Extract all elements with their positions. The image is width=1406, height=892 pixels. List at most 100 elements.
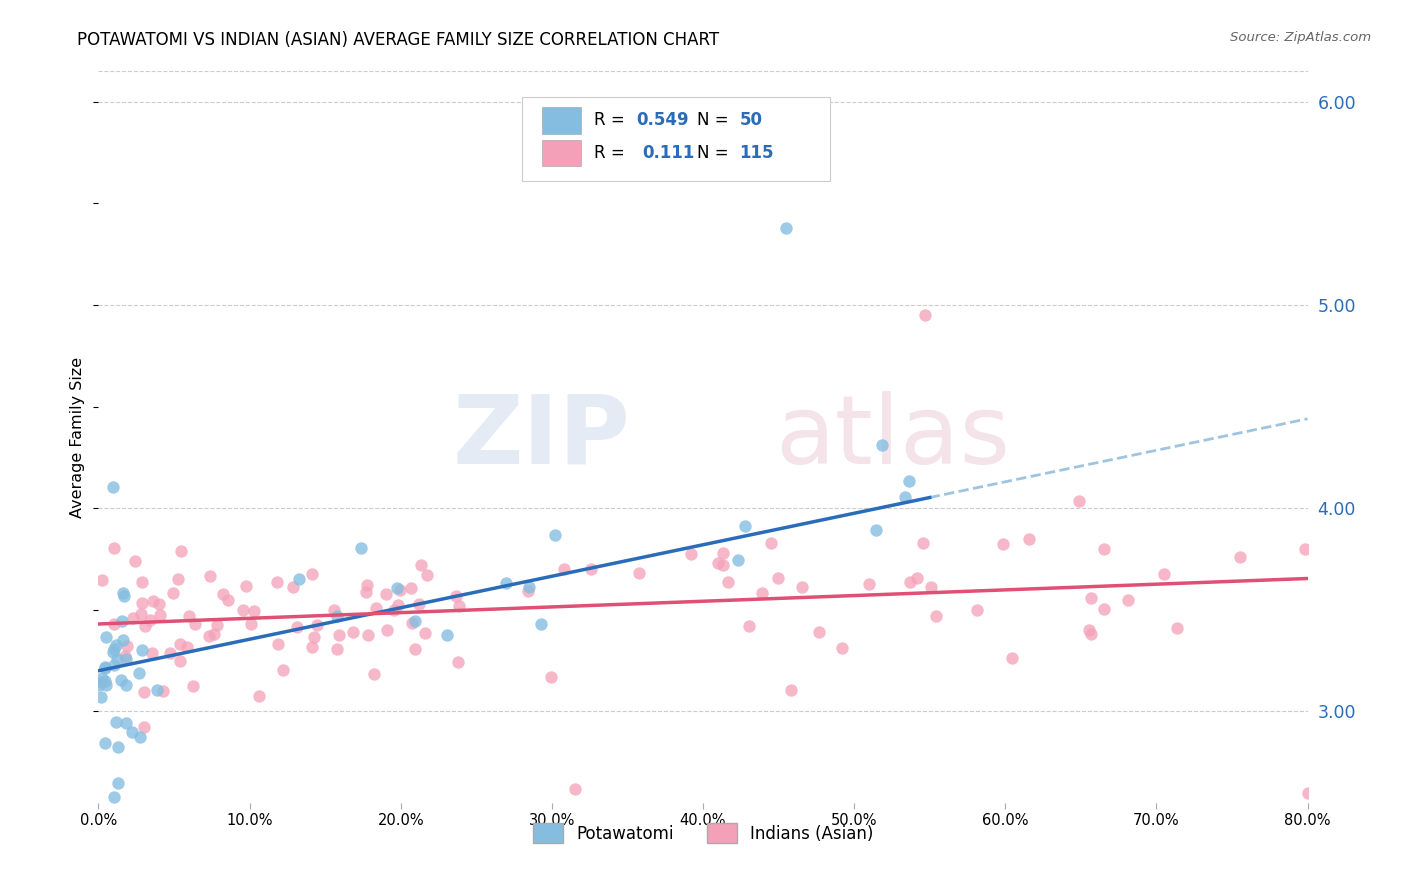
Point (107, 740, 129, 755)
Point (898, 474, 921, 488)
Point (831, 640, 853, 655)
Point (131, 643, 153, 657)
Point (905, 571, 928, 585)
Point (94, 678, 117, 692)
Point (375, 623, 398, 637)
Point (727, 553, 749, 567)
Point (808, 625, 831, 640)
Point (779, 683, 801, 698)
Point (1166, 621, 1188, 635)
Point (734, 519, 756, 533)
Point (205, 618, 228, 632)
Point (447, 655, 470, 669)
Point (759, 536, 782, 550)
Point (247, 690, 270, 704)
Point (766, 571, 789, 585)
Point (349, 541, 371, 556)
Point (404, 615, 426, 629)
Point (579, 562, 602, 576)
Point (134, 619, 156, 633)
Point (357, 628, 380, 642)
Point (198, 569, 221, 583)
Point (198, 629, 221, 643)
Point (177, 608, 200, 623)
Point (112, 590, 135, 604)
Point (385, 581, 408, 595)
Point (90, 690, 112, 705)
Point (1092, 542, 1115, 557)
Point (111, 633, 134, 648)
Point (94, 673, 117, 688)
Point (212, 587, 235, 601)
Point (124, 554, 146, 568)
Point (162, 586, 184, 600)
Point (103, 616, 125, 631)
Point (1080, 627, 1102, 641)
Point (790, 580, 813, 594)
Point (285, 620, 308, 634)
Point (159, 646, 181, 660)
Point (111, 614, 134, 628)
Point (911, 536, 934, 550)
Point (411, 558, 433, 572)
Point (105, 714, 128, 729)
Point (103, 480, 125, 494)
Text: N =: N = (697, 144, 734, 161)
Text: 115: 115 (740, 144, 773, 161)
Point (176, 640, 198, 655)
Point (235, 580, 257, 594)
Point (447, 599, 470, 614)
Point (239, 617, 262, 632)
Point (94, 630, 117, 644)
Point (920, 580, 942, 594)
Point (775, 220, 797, 235)
Point (1018, 532, 1040, 546)
Point (101, 645, 124, 659)
FancyBboxPatch shape (543, 140, 581, 167)
Point (103, 541, 125, 555)
Point (751, 586, 773, 600)
Y-axis label: Average Family Size: Average Family Size (70, 357, 86, 517)
Point (679, 547, 702, 561)
Point (717, 575, 740, 590)
Point (519, 580, 541, 594)
Point (94, 660, 117, 674)
Point (142, 593, 165, 607)
Point (90, 675, 112, 690)
Point (91, 573, 114, 587)
Point (115, 652, 138, 666)
Point (401, 615, 423, 630)
Point (271, 663, 294, 677)
Point (894, 490, 917, 504)
Point (530, 617, 553, 632)
Point (382, 602, 405, 616)
Point (114, 648, 136, 663)
Point (564, 781, 586, 796)
Point (149, 607, 172, 622)
Point (115, 678, 138, 692)
Point (288, 572, 311, 586)
Point (872, 438, 894, 452)
Point (966, 603, 988, 617)
Point (1078, 623, 1101, 637)
Point (356, 578, 378, 592)
Point (110, 673, 132, 688)
Point (924, 608, 946, 623)
Point (444, 589, 467, 603)
Point (301, 566, 323, 581)
Point (738, 619, 761, 633)
Point (129, 607, 152, 621)
Point (94, 736, 117, 750)
Point (1000, 651, 1022, 665)
Point (281, 580, 304, 594)
Point (388, 582, 411, 597)
Point (94, 661, 117, 675)
Point (711, 545, 734, 559)
Point (354, 584, 377, 599)
Point (139, 613, 162, 627)
Point (865, 524, 887, 538)
Point (132, 720, 155, 734)
Point (115, 639, 138, 653)
Point (416, 568, 439, 582)
Text: ZIP: ZIP (453, 391, 630, 483)
